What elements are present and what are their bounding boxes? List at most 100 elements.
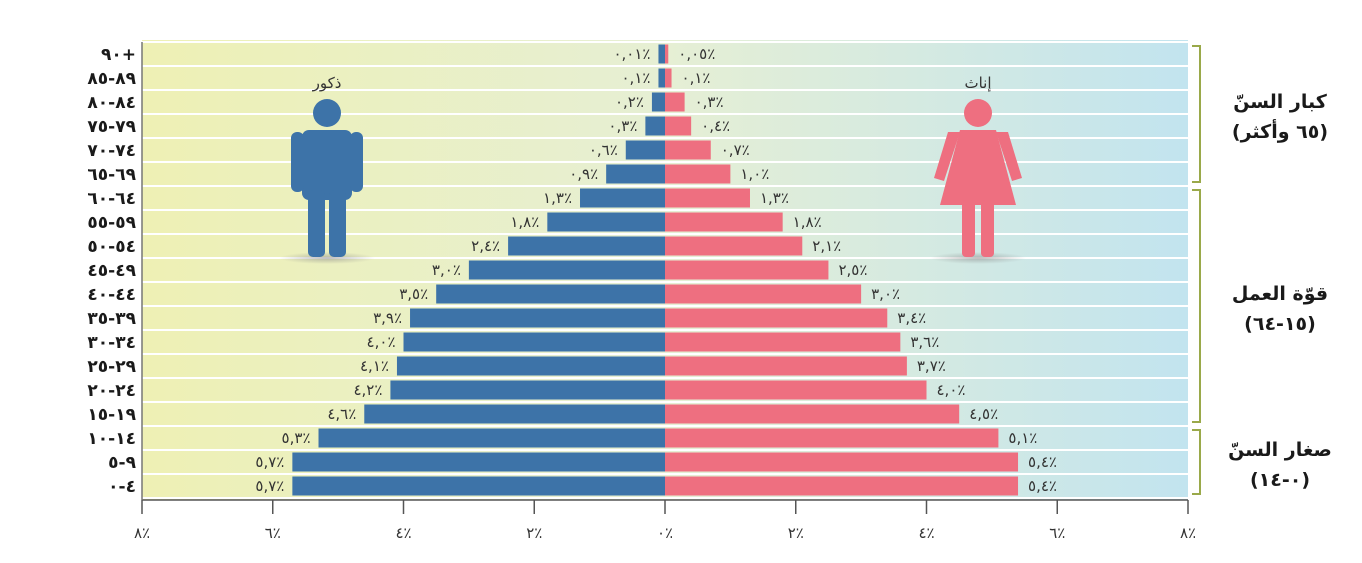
female-bar [665, 356, 907, 376]
male-bar [625, 140, 665, 160]
female-value-label: ٣,٧٪ [917, 357, 946, 375]
x-tick-label: ٢٪ [788, 524, 804, 542]
male-value-label: ١,٣٪ [543, 189, 572, 207]
female-value-label: ٥,٤٪ [1028, 477, 1057, 495]
male-bar [658, 44, 665, 64]
male-value-label: ٥,٧٪ [255, 453, 284, 471]
female-bar [665, 308, 888, 328]
female-value-label: ٣,٤٪ [897, 309, 926, 327]
group-label: قوّة العمل [1232, 283, 1328, 305]
male-bar [390, 380, 665, 400]
group-label: كبار السنّ [1233, 91, 1328, 113]
male-value-label: ٠,٩٪ [569, 165, 598, 183]
male-bar [580, 188, 665, 208]
female-bar [665, 332, 901, 352]
group-range-label: (٦٥ وأكثر) [1232, 119, 1328, 143]
female-bar [665, 428, 999, 448]
female-value-label: ١,٨٪ [793, 213, 822, 231]
male-bar [508, 236, 665, 256]
x-tick-label: ٢٪ [526, 524, 542, 542]
female-bar [665, 44, 669, 64]
female-series-label: إناث [964, 74, 991, 92]
male-bar [292, 476, 665, 496]
age-label: ٩-٥ [108, 453, 136, 473]
male-figure-icon [279, 99, 375, 264]
female-bar [665, 380, 927, 400]
male-bar [410, 308, 665, 328]
age-label: ٨٤-٨٠ [87, 93, 136, 113]
female-bar [665, 476, 1019, 496]
x-tick-label: ٤٪ [918, 524, 934, 542]
male-value-label: ٠,١٪ [622, 69, 651, 87]
female-bar [665, 260, 829, 280]
age-label: ٩٠+ [101, 45, 136, 65]
male-bar [403, 332, 665, 352]
female-value-label: ٣,٦٪ [910, 333, 939, 351]
female-value-label: ٤,٠٪ [937, 381, 966, 399]
female-value-label: ٠,٧٪ [721, 141, 750, 159]
male-value-label: ٤,٢٪ [353, 381, 382, 399]
age-label: ٥٩-٥٥ [87, 213, 136, 233]
male-bar [292, 452, 665, 472]
age-label: ١٤-١٠ [87, 429, 136, 449]
group-label: صغار السنّ [1228, 439, 1332, 461]
group-range-label: (١٥-٦٤) [1244, 313, 1316, 335]
age-label: ٢٩-٢٥ [87, 357, 136, 377]
age-label: ٤-٠ [108, 477, 136, 497]
female-value-label: ٢,٥٪ [838, 261, 867, 279]
female-value-label: ١,٣٪ [760, 189, 789, 207]
x-tick-label: ٤٪ [395, 524, 411, 542]
age-groups: كبار السنّ (٦٥ وأكثر) قوّة العمل (١٥-٦٤) صغا… [1192, 45, 1332, 495]
age-label: ٧٩-٧٥ [87, 117, 136, 137]
x-axis: ٨٪ ٦٪ ٤٪ ٢٪ ٠٪ ٢٪ ٤٪ ٦٪ ٨٪ [134, 42, 1196, 542]
x-tick-label: ٨٪ [134, 524, 150, 542]
female-bar [665, 164, 731, 184]
male-value-label: ٣,٩٪ [373, 309, 402, 327]
age-label: ٣٤-٣٠ [87, 333, 136, 353]
x-tick-label: ٦٪ [265, 524, 281, 542]
male-value-label: ٣,٥٪ [399, 285, 428, 303]
female-bar [665, 236, 803, 256]
age-label: ٢٤-٢٠ [87, 381, 136, 401]
female-bar [665, 140, 711, 160]
group-range-label: (٠-١٤) [1250, 469, 1310, 491]
male-bar [396, 356, 665, 376]
female-figure-icon [930, 99, 1026, 264]
female-value-label: ٠,٣٪ [695, 93, 724, 111]
x-tick-label: ٦٪ [1049, 524, 1065, 542]
female-value-label: ٠,٤٪ [701, 117, 730, 135]
age-label: ٦٩-٦٥ [87, 165, 136, 185]
female-value-label: ٥,٤٪ [1028, 453, 1057, 471]
female-bar [665, 188, 750, 208]
male-series-label: ذكور [312, 74, 342, 92]
male-value-label: ٤,٠٪ [367, 333, 396, 351]
age-label: ٥٤-٥٠ [87, 237, 136, 257]
group-bracket [1192, 189, 1201, 423]
male-bar [364, 404, 665, 424]
x-tick-label: ٨٪ [1180, 524, 1196, 542]
male-value-label: ٥,٣٪ [282, 429, 311, 447]
female-bar [665, 212, 783, 232]
male-bar [645, 116, 665, 136]
male-value-label: ٥,٧٪ [255, 477, 284, 495]
male-bar [318, 428, 665, 448]
age-label: ٨٩-٨٥ [87, 69, 136, 89]
male-bar [468, 260, 665, 280]
x-tick-label: ٠٪ [657, 524, 673, 542]
female-bar [665, 116, 692, 136]
female-bar [665, 452, 1019, 472]
female-bar [665, 68, 672, 88]
male-bar [547, 212, 665, 232]
age-labels: ٩٠+ ٨٩-٨٥ ٨٤-٨٠ ٧٩-٧٥ ٧٤-٧٠ ٦٩-٦٥ ٦٤-٦٠ ٥٩-٥٥ ٥٤… [87, 45, 136, 497]
group-bracket [1192, 429, 1201, 495]
figures [279, 99, 1026, 264]
male-value-label: ٠,٦٪ [589, 141, 618, 159]
female-bar [665, 92, 685, 112]
age-label: ٣٩-٣٥ [87, 309, 136, 329]
female-bar [665, 404, 960, 424]
male-bar [606, 164, 665, 184]
female-value-label: ٥,١٪ [1008, 429, 1037, 447]
male-value-label: ٢,٤٪ [471, 237, 500, 255]
male-value-label: ٠,٠١٪ [613, 45, 650, 63]
